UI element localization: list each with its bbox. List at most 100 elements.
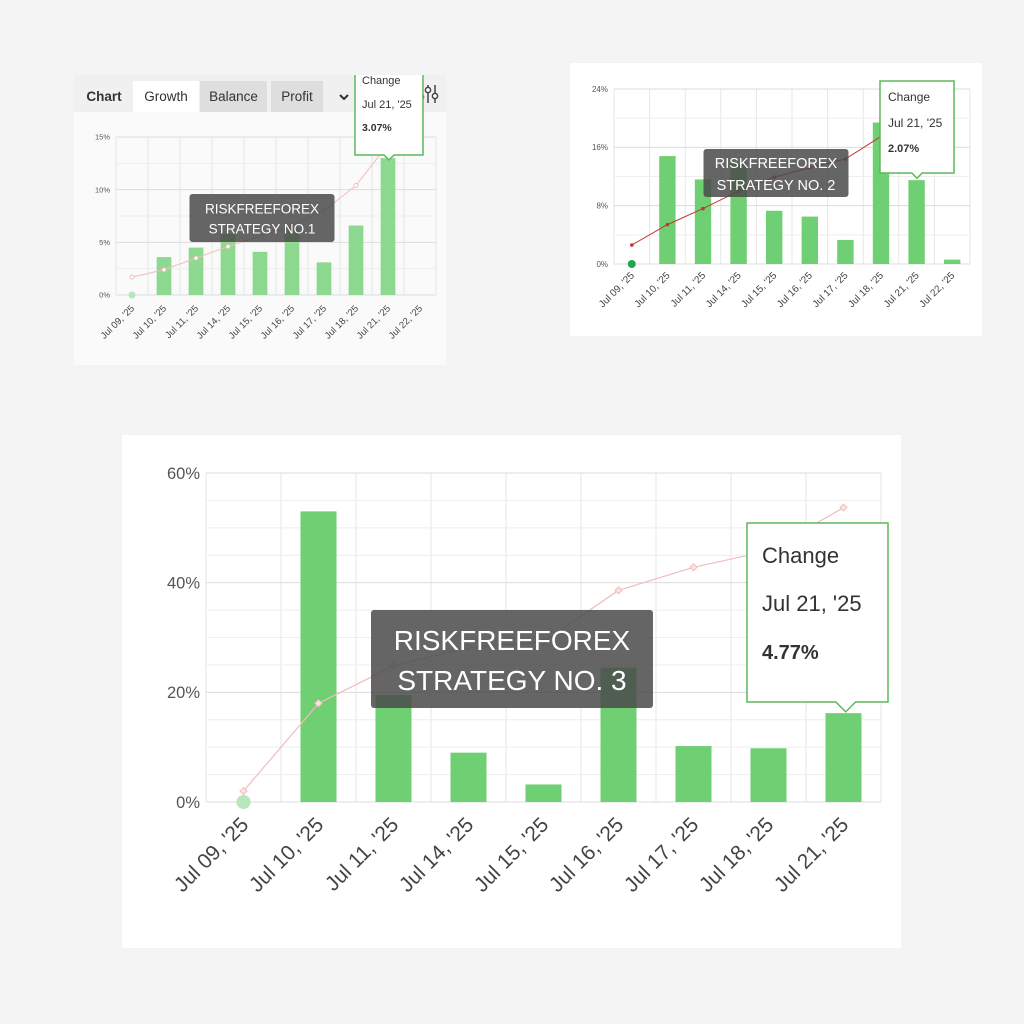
tooltip-title: Change bbox=[762, 543, 839, 568]
line-point bbox=[701, 206, 705, 211]
x-tick-label: Jul 17, '25 bbox=[291, 303, 329, 341]
x-tick-label: Jul 11, '25 bbox=[669, 270, 709, 310]
bar bbox=[837, 239, 854, 264]
bar bbox=[675, 746, 712, 802]
y-tick-label: 0% bbox=[99, 291, 110, 300]
line-point bbox=[689, 563, 698, 572]
start-marker bbox=[128, 291, 136, 299]
y-tick-label: 24% bbox=[592, 85, 608, 94]
x-tick-label: Jul 17, '25 bbox=[811, 270, 851, 310]
y-tick-label: 15% bbox=[95, 133, 110, 142]
x-tick-label: Jul 14, '25 bbox=[395, 813, 478, 896]
x-tick-label: Jul 14, '25 bbox=[195, 303, 233, 341]
chart-panel-strategy-1: Chart Growth Balance Profit 0% 5% 10% 15% Ju… bbox=[74, 75, 446, 365]
x-tick-label: Jul 15, '25 bbox=[227, 303, 265, 341]
x-tick-label: Jul 21, '25 bbox=[882, 270, 922, 310]
x-tick-label: Jul 15, '25 bbox=[470, 813, 553, 896]
x-tick-label: Jul 10, '25 bbox=[633, 270, 673, 310]
line-point bbox=[193, 255, 199, 261]
tooltip-value: 3.07% bbox=[362, 122, 392, 134]
bar bbox=[380, 158, 396, 295]
tooltip-box bbox=[746, 522, 889, 713]
watermark-text: STRATEGY NO. 2 bbox=[717, 178, 836, 194]
line-point bbox=[665, 222, 670, 227]
bar bbox=[525, 784, 562, 802]
strategy-watermark: RISKFREEFOREX STRATEGY NO. 2 bbox=[703, 149, 849, 197]
bar bbox=[156, 257, 172, 295]
tooltip-value: 4.77% bbox=[762, 642, 819, 664]
bar bbox=[908, 180, 925, 264]
x-tick-label: Jul 22, '25 bbox=[918, 270, 958, 310]
bar bbox=[750, 748, 787, 802]
x-tick-label: Jul 09, '25 bbox=[170, 813, 253, 896]
x-tick-label: Jul 09, '25 bbox=[99, 303, 137, 341]
x-tick-label: Jul 16, '25 bbox=[775, 270, 815, 310]
x-tick-label: Jul 17, '25 bbox=[620, 813, 703, 896]
watermark-box bbox=[371, 610, 653, 708]
tooltip-date: Jul 21, '25 bbox=[362, 99, 412, 111]
x-tick-label: Jul 16, '25 bbox=[545, 813, 628, 896]
strategy-watermark: RISKFREEFOREX STRATEGY NO.1 bbox=[189, 194, 335, 242]
bar bbox=[300, 511, 337, 802]
y-tick-label: 60% bbox=[167, 465, 200, 483]
tooltip-date: Jul 21, '25 bbox=[888, 116, 943, 130]
bar bbox=[220, 233, 236, 295]
y-tick-label: 5% bbox=[99, 238, 110, 247]
y-tick-label: 0% bbox=[596, 260, 608, 269]
watermark-box bbox=[189, 194, 335, 242]
tooltip-box bbox=[354, 75, 424, 162]
tooltip-title: Change bbox=[888, 90, 930, 104]
x-tick-label: Jul 21, '25 bbox=[770, 813, 853, 896]
x-tick-label: Jul 18, '25 bbox=[323, 303, 361, 341]
x-tick-label: Jul 09, '25 bbox=[597, 270, 637, 310]
x-tick-label: Jul 22, '25 bbox=[387, 303, 425, 341]
tooltip: Change Jul 21, '25 3.07% bbox=[354, 75, 424, 162]
tab-growth[interactable]: Growth bbox=[133, 81, 199, 112]
line-point bbox=[353, 182, 359, 188]
start-marker bbox=[627, 260, 636, 268]
bar bbox=[694, 179, 712, 264]
line-point bbox=[129, 274, 135, 280]
watermark-text: STRATEGY NO. 3 bbox=[397, 665, 626, 696]
tab-profit[interactable]: Profit bbox=[271, 81, 323, 112]
line-point bbox=[630, 243, 634, 247]
watermark-box bbox=[703, 149, 849, 197]
watermark-text: RISKFREEFOREX bbox=[205, 202, 319, 217]
x-tick-label: Jul 10, '25 bbox=[131, 303, 169, 341]
bar bbox=[766, 210, 783, 264]
x-tick-label: Jul 18, '25 bbox=[846, 270, 886, 310]
x-tick-label: Jul 15, '25 bbox=[740, 270, 780, 310]
y-tick-label: 10% bbox=[95, 185, 110, 194]
x-tick-label: Jul 16, '25 bbox=[259, 303, 297, 341]
x-tick-label: Jul 18, '25 bbox=[695, 813, 778, 896]
strategy-watermark: RISKFREEFOREX STRATEGY NO. 3 bbox=[371, 610, 653, 708]
y-tick-label: 20% bbox=[167, 684, 200, 702]
line-point bbox=[239, 786, 248, 796]
bar bbox=[801, 216, 818, 264]
tooltip-title: Change bbox=[362, 75, 401, 87]
watermark-text: RISKFREEFOREX bbox=[394, 625, 631, 656]
chevron-down-icon[interactable] bbox=[332, 81, 356, 112]
bar bbox=[944, 259, 961, 264]
bar bbox=[348, 225, 364, 295]
chart-panel-strategy-2: 0% 8% 16% 24% Jul 09, '25 Jul 10, '25 Jul 11, … bbox=[570, 63, 982, 336]
bar bbox=[284, 227, 300, 295]
line-point bbox=[314, 699, 323, 708]
line-point bbox=[161, 267, 167, 273]
tab-chart[interactable]: Chart bbox=[86, 89, 122, 104]
watermark-text: RISKFREEFOREX bbox=[715, 156, 838, 172]
bar bbox=[252, 251, 268, 295]
tab-balance[interactable]: Balance bbox=[200, 81, 267, 112]
y-tick-label: 8% bbox=[596, 201, 608, 210]
x-tick-label: Jul 14, '25 bbox=[704, 270, 744, 310]
tooltip-box bbox=[879, 80, 955, 180]
y-tick-label: 0% bbox=[176, 794, 200, 812]
tooltip-date: Jul 21, '25 bbox=[762, 591, 862, 616]
line-point bbox=[614, 586, 623, 595]
chart-panel-strategy-3: 0% 20% 40% 60% Jul 09, '25 Jul 10, '25 Jul 11,… bbox=[122, 435, 901, 948]
x-tick-label: Jul 21, '25 bbox=[355, 303, 393, 341]
y-tick-label: 16% bbox=[592, 143, 608, 152]
start-marker bbox=[236, 795, 251, 809]
